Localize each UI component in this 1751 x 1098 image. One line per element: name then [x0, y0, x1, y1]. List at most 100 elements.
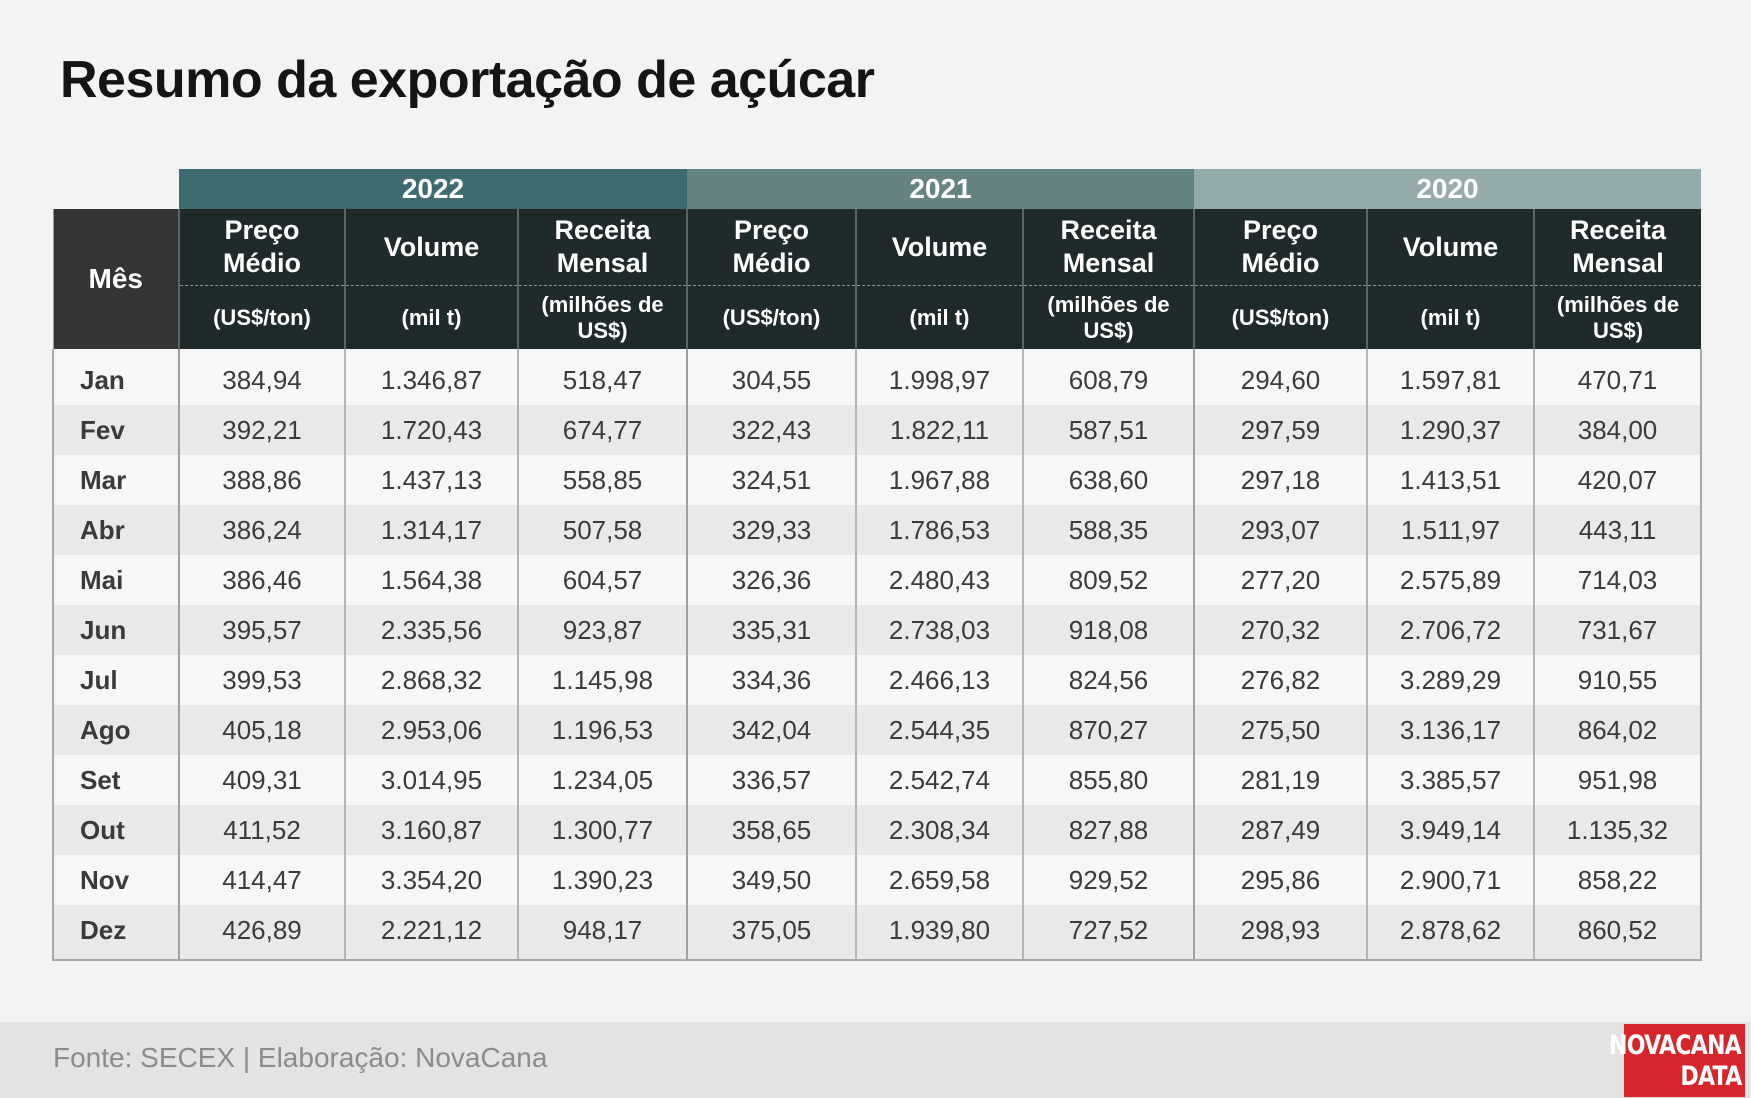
column-unit: (US$/ton) — [1231, 304, 1330, 330]
value-cell: 334,36 — [686, 655, 856, 705]
table-row: Out 411,52 3.160,87 1.300,77 358,65 2.308,34 8… — [52, 805, 1702, 855]
value-cell: 386,46 — [178, 555, 345, 605]
value-cell: 1.314,17 — [344, 505, 518, 555]
table-row: Nov 414,47 3.354,20 1.390,23 349,50 2.659,58 9… — [52, 855, 1702, 905]
value-cell: 824,56 — [1022, 655, 1194, 705]
page-title: Resumo da exportação de açúcar — [60, 51, 875, 109]
year-header-spacer — [53, 169, 179, 209]
month-cell: Abr — [52, 505, 179, 555]
value-cell: 714,03 — [1533, 555, 1702, 605]
column-name: Volume — [346, 209, 517, 286]
column-unit: (mil t) — [401, 304, 462, 330]
value-cell: 275,50 — [1193, 705, 1367, 755]
column-name: Volume — [857, 209, 1022, 286]
value-cell: 281,19 — [1193, 755, 1367, 805]
value-cell: 1.145,98 — [517, 655, 687, 705]
value-cell: 2.659,58 — [855, 855, 1023, 905]
column-header-2020-0: Preço Médio (US$/ton) — [1193, 209, 1367, 349]
value-cell: 358,65 — [686, 805, 856, 855]
value-cell: 3.289,29 — [1366, 655, 1534, 705]
value-cell: 727,52 — [1022, 905, 1194, 961]
column-unit: (US$/ton) — [213, 304, 311, 330]
value-cell: 558,85 — [517, 455, 687, 505]
source-note: Fonte: SECEX | Elaboração: NovaCana — [53, 1042, 548, 1073]
value-cell: 1.511,97 — [1366, 505, 1534, 555]
column-header-2022-2: Receita Mensal (milhões de US$) — [517, 209, 687, 349]
month-cell: Jan — [52, 349, 179, 405]
value-cell: 2.542,74 — [855, 755, 1023, 805]
year-header-2020: 2020 — [1194, 169, 1701, 209]
value-cell: 858,22 — [1533, 855, 1702, 905]
year-header-2021: 2021 — [687, 169, 1194, 209]
value-cell: 855,80 — [1022, 755, 1194, 805]
value-cell: 731,67 — [1533, 605, 1702, 655]
column-header-2021-1: Volume (mil t) — [855, 209, 1023, 349]
value-cell: 1.290,37 — [1366, 405, 1534, 455]
value-cell: 297,18 — [1193, 455, 1367, 505]
value-cell: 276,82 — [1193, 655, 1367, 705]
value-cell: 910,55 — [1533, 655, 1702, 705]
column-unit: (US$/ton) — [722, 304, 821, 330]
value-cell: 588,35 — [1022, 505, 1194, 555]
value-cell: 3.136,17 — [1366, 705, 1534, 755]
value-cell: 507,58 — [517, 505, 687, 555]
month-cell: Mar — [52, 455, 179, 505]
value-cell: 2.221,12 — [344, 905, 518, 961]
value-cell: 324,51 — [686, 455, 856, 505]
column-header-2022-1: Volume (mil t) — [344, 209, 518, 349]
value-cell: 1.939,80 — [855, 905, 1023, 961]
value-cell: 405,18 — [178, 705, 345, 755]
column-name: Preço Médio — [180, 209, 344, 286]
column-header-2022-0: Preço Médio (US$/ton) — [178, 209, 345, 349]
value-cell: 336,57 — [686, 755, 856, 805]
footer: Fonte: SECEX | Elaboração: NovaCana — [0, 1022, 1751, 1098]
month-cell: Jul — [52, 655, 179, 705]
table-row: Set 409,31 3.014,95 1.234,05 336,57 2.542,74 8… — [52, 755, 1702, 805]
value-cell: 335,31 — [686, 605, 856, 655]
export-table-wrapper: 2022 2021 2020 Mês Preço Médio (US$/ton) Volum… — [52, 169, 1702, 961]
novacana-data-logo: NOVACANA DATA — [1609, 1024, 1745, 1097]
table-row: Ago 405,18 2.953,06 1.196,53 342,04 2.544,35 8… — [52, 705, 1702, 755]
column-unit: (milhões de US$) — [541, 291, 664, 343]
month-cell: Nov — [52, 855, 179, 905]
value-cell: 860,52 — [1533, 905, 1702, 961]
value-cell: 827,88 — [1022, 805, 1194, 855]
value-cell: 1.135,32 — [1533, 805, 1702, 855]
value-cell: 2.335,56 — [344, 605, 518, 655]
value-cell: 395,57 — [178, 605, 345, 655]
column-name: Volume — [1368, 209, 1533, 286]
value-cell: 304,55 — [686, 349, 856, 405]
value-cell: 1.413,51 — [1366, 455, 1534, 505]
value-cell: 2.868,32 — [344, 655, 518, 705]
value-cell: 322,43 — [686, 405, 856, 455]
value-cell: 674,77 — [517, 405, 687, 455]
value-cell: 326,36 — [686, 555, 856, 605]
value-cell: 1.822,11 — [855, 405, 1023, 455]
value-cell: 1.967,88 — [855, 455, 1023, 505]
value-cell: 386,24 — [178, 505, 345, 555]
table-row: Dez 426,89 2.221,12 948,17 375,05 1.939,80 727… — [52, 905, 1702, 961]
value-cell: 3.385,57 — [1366, 755, 1534, 805]
value-cell: 298,93 — [1193, 905, 1367, 961]
value-cell: 2.544,35 — [855, 705, 1023, 755]
column-header-2020-2: Receita Mensal (milhões de US$) — [1533, 209, 1701, 349]
logo-line-2: DATA — [1679, 1060, 1742, 1092]
column-header-2020-1: Volume (mil t) — [1366, 209, 1534, 349]
value-cell: 297,59 — [1193, 405, 1367, 455]
value-cell: 2.575,89 — [1366, 555, 1534, 605]
value-cell: 414,47 — [178, 855, 345, 905]
value-cell: 2.953,06 — [344, 705, 518, 755]
value-cell: 277,20 — [1193, 555, 1367, 605]
column-name: Preço Médio — [688, 209, 855, 286]
value-cell: 295,86 — [1193, 855, 1367, 905]
value-cell: 2.466,13 — [855, 655, 1023, 705]
value-cell: 1.196,53 — [517, 705, 687, 755]
value-cell: 293,07 — [1193, 505, 1367, 555]
month-cell: Jun — [52, 605, 179, 655]
table-row: Abr 386,24 1.314,17 507,58 329,33 1.786,53 588… — [52, 505, 1702, 555]
value-cell: 864,02 — [1533, 705, 1702, 755]
value-cell: 1.346,87 — [344, 349, 518, 405]
table-row: Jan 384,94 1.346,87 518,47 304,55 1.998,97 608… — [52, 349, 1702, 405]
value-cell: 294,60 — [1193, 349, 1367, 405]
value-cell: 951,98 — [1533, 755, 1702, 805]
